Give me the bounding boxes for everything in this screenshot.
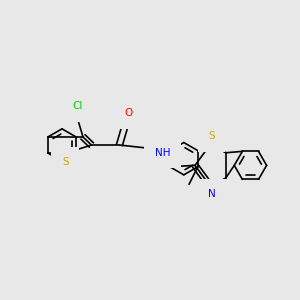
- Text: NH: NH: [154, 148, 170, 158]
- Text: O: O: [124, 108, 133, 118]
- Text: S: S: [62, 157, 68, 167]
- Text: S: S: [208, 131, 215, 141]
- Text: N: N: [208, 189, 215, 200]
- Text: Cl: Cl: [72, 101, 82, 111]
